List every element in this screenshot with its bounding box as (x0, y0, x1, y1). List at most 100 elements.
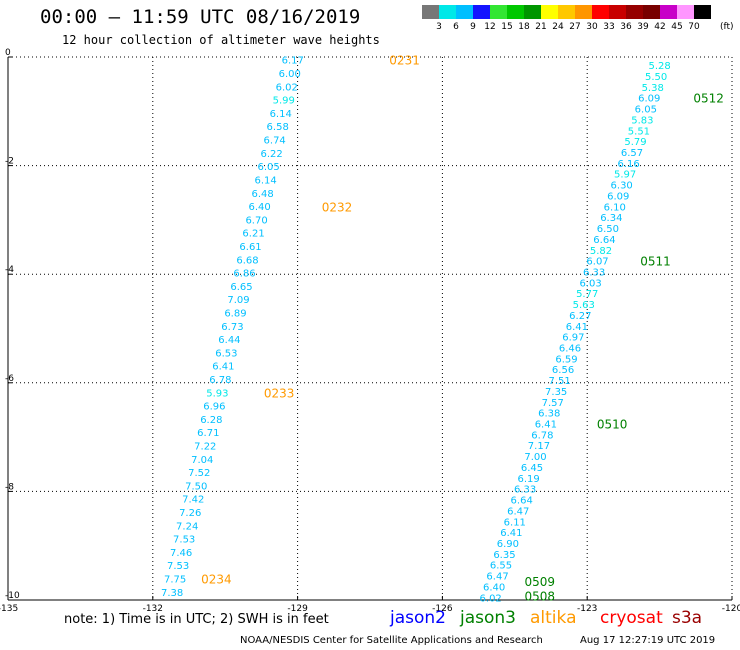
wave-height-label: 7.46 (170, 548, 192, 559)
legend-label: 70 (688, 22, 700, 32)
wave-height-label: 6.74 (264, 136, 286, 147)
wave-height-label: 6.45 (521, 463, 543, 474)
wave-height-label: 6.30 (611, 181, 633, 192)
x-tick-label: -129 (287, 604, 308, 614)
legend-label: 15 (501, 22, 513, 32)
x-tick-label: -120 (722, 604, 740, 614)
wave-height-label: 7.38 (161, 588, 183, 599)
legend-swatch (660, 5, 677, 19)
wave-height-label: 6.09 (607, 191, 629, 202)
pass-time-label: 0508 (524, 590, 555, 604)
legend-label: 21 (535, 22, 547, 32)
legend-swatch (575, 5, 592, 19)
legend-label: 24 (552, 22, 564, 32)
wave-height-label: 6.56 (552, 365, 574, 376)
wave-height-label: 5.38 (642, 83, 664, 94)
wave-height-label: 5.99 (273, 96, 295, 107)
wave-height-label: 6.64 (593, 235, 615, 246)
wave-height-label: 6.65 (230, 282, 252, 293)
color-legend (422, 5, 711, 19)
legend-swatch (592, 5, 609, 19)
wave-height-label: 5.63 (573, 300, 595, 311)
wave-height-label: 7.17 (528, 441, 550, 452)
wave-height-label: 5.97 (614, 170, 636, 181)
x-tick-label: -132 (143, 604, 163, 614)
y-tick-label: -4 (5, 265, 14, 275)
pass-time-label: 0233 (264, 387, 295, 401)
wave-height-label: 6.41 (535, 420, 557, 431)
wave-height-label: 6.40 (483, 582, 505, 593)
wave-height-label: 6.46 (559, 344, 581, 355)
y-tick-label: -2 (5, 157, 14, 167)
wave-height-label: 6.50 (597, 224, 619, 235)
wave-height-label: 7.75 (164, 575, 186, 586)
wave-height-label: 6.21 (242, 229, 264, 240)
wave-height-label: 6.09 (638, 94, 660, 105)
wave-height-label: 7.53 (173, 535, 195, 546)
pass-time-label: 0231 (389, 54, 420, 68)
x-tick-label: -135 (0, 604, 18, 614)
wave-height-label: 7.50 (185, 481, 207, 492)
wave-height-label: 6.02 (480, 593, 502, 604)
wave-height-label: 6.10 (604, 202, 626, 213)
satellite-cryosat: cryosat (600, 608, 663, 628)
legend-label: 39 (637, 22, 649, 32)
wave-height-label: 6.38 (538, 409, 560, 420)
wave-height-label: 7.00 (524, 452, 546, 463)
satellite-jason2: jason2 (390, 608, 446, 628)
wave-height-label: 6.78 (209, 375, 231, 386)
wave-height-label: 6.41 (566, 322, 588, 333)
wave-height-label: 6.47 (486, 572, 508, 583)
chart-subtitle: 12 hour collection of altimeter wave hei… (62, 33, 380, 47)
wave-height-label: 6.27 (569, 311, 591, 322)
wave-height-label: 6.05 (635, 105, 657, 116)
wave-height-label: 7.04 (191, 455, 213, 466)
wave-height-label: 6.57 (621, 148, 643, 159)
legend-label: 3 (436, 22, 442, 32)
wave-height-label: 7.24 (176, 521, 198, 532)
legend-swatch (558, 5, 575, 19)
legend-label: 33 (603, 22, 615, 32)
legend-swatch (541, 5, 558, 19)
wave-height-label: 6.71 (197, 428, 219, 439)
pass-time-label: 0512 (693, 92, 724, 106)
y-tick-label: 0 (5, 48, 11, 58)
chart-title: 00:00 – 11:59 UTC 08/16/2019 (40, 6, 361, 28)
wave-height-label: 6.00 (279, 69, 301, 80)
wave-height-label: 6.40 (248, 202, 270, 213)
generated-timestamp: Aug 17 12:27:19 UTC 2019 (580, 635, 716, 646)
wave-height-label: 6.34 (600, 213, 622, 224)
wave-height-label: 6.59 (555, 354, 577, 365)
wave-height-label: 6.55 (490, 561, 512, 572)
wave-height-label: 7.22 (194, 442, 216, 453)
legend-swatch (524, 5, 541, 19)
pass-time-label: 0234 (201, 572, 232, 586)
wave-height-label: 6.05 (258, 162, 280, 173)
wave-height-label: 6.48 (251, 189, 273, 200)
wave-height-label: 6.28 (200, 415, 222, 426)
legend-label: 27 (569, 22, 581, 32)
wave-height-label: 6.03 (580, 278, 602, 289)
legend-label: 9 (470, 22, 476, 32)
wave-height-label: 7.35 (545, 387, 567, 398)
satellite-jason3: jason3 (460, 608, 516, 628)
wave-height-label: 6.02 (276, 82, 298, 93)
legend-swatch (677, 5, 694, 19)
wave-height-label: 5.93 (206, 388, 228, 399)
footer-note: note: 1) Time is in UTC; 2) SWH is in fe… (64, 612, 329, 627)
wave-height-label: 7.52 (188, 468, 210, 479)
wave-height-label: 6.22 (261, 149, 283, 160)
wave-height-label: 6.70 (245, 215, 267, 226)
wave-height-label: 6.11 (504, 517, 526, 528)
legend-swatch (694, 5, 711, 19)
wave-height-label: 6.47 (507, 506, 529, 517)
wave-height-label: 7.51 (548, 376, 570, 387)
y-tick-label: -6 (5, 374, 14, 384)
legend-label: 30 (586, 22, 598, 32)
pass-time-label: 0511 (640, 255, 671, 269)
wave-height-label: 7.53 (167, 561, 189, 572)
wave-height-label: 6.58 (267, 122, 289, 133)
wave-height-label: 5.28 (648, 61, 670, 72)
legend-swatch (422, 5, 439, 19)
